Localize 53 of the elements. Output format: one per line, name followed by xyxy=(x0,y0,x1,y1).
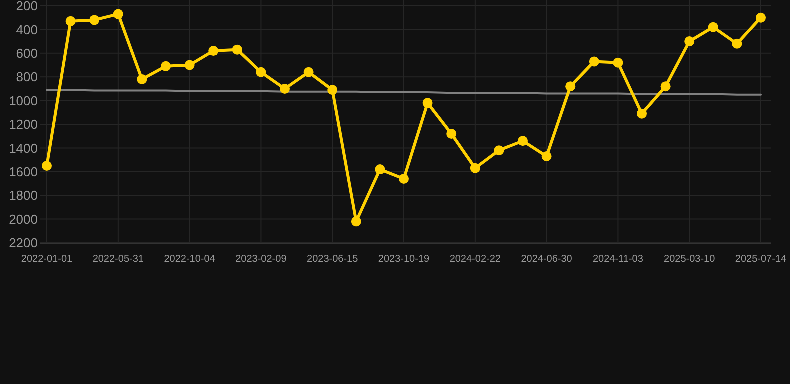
x-tick-label: 2024-02-22 xyxy=(450,254,502,265)
point xyxy=(422,98,433,108)
point xyxy=(399,174,409,184)
point xyxy=(470,163,480,174)
point xyxy=(637,108,647,119)
point xyxy=(684,36,695,47)
point xyxy=(113,9,124,20)
x-tick-label: 2022-01-01 xyxy=(21,254,74,265)
point xyxy=(756,12,766,23)
x-tick-label: 2024-06-30 xyxy=(521,254,573,265)
point xyxy=(184,60,195,70)
y-tick-label: 1600 xyxy=(9,164,38,180)
y-tick-label: 1400 xyxy=(9,140,38,156)
point xyxy=(208,46,219,56)
y-tick-label: 800 xyxy=(16,70,38,85)
y-tick-label: 2200 xyxy=(9,236,38,251)
y-tick-label: 1800 xyxy=(9,188,38,204)
y-tick-label: 2000 xyxy=(9,212,38,227)
point xyxy=(66,16,76,26)
point xyxy=(280,84,290,94)
point xyxy=(375,164,386,175)
y-tick-label: 200 xyxy=(16,0,38,14)
x-tick-label: 2025-03-10 xyxy=(664,254,716,265)
point xyxy=(613,58,624,68)
point xyxy=(137,74,148,84)
point xyxy=(351,216,362,227)
x-tick-label: 2022-05-31 xyxy=(92,254,144,265)
point xyxy=(566,82,576,92)
point xyxy=(232,44,242,55)
point xyxy=(304,67,314,78)
point xyxy=(161,61,171,72)
x-tick-label: 2025-07-14 xyxy=(735,254,788,265)
point xyxy=(542,151,552,162)
x-tick-label: 2023-02-09 xyxy=(236,254,288,265)
point xyxy=(660,82,671,92)
y-tick-label: 1000 xyxy=(9,93,38,108)
x-tick-label: 2023-06-15 xyxy=(307,254,359,265)
x-tick-label: 2024-11-03 xyxy=(592,254,644,265)
point xyxy=(708,22,718,32)
point xyxy=(494,146,504,156)
point xyxy=(328,85,338,96)
y-tick-label: 1200 xyxy=(9,117,38,132)
point xyxy=(518,136,528,146)
point xyxy=(446,128,457,139)
point xyxy=(256,67,266,78)
x-tick-label: 2023-10-19 xyxy=(378,254,430,265)
y-tick-label: 400 xyxy=(16,22,38,38)
point xyxy=(589,56,600,67)
point xyxy=(42,160,52,171)
y-tick-label: 600 xyxy=(16,46,38,61)
point xyxy=(90,15,100,26)
x-tick-label: 2022-10-04 xyxy=(164,254,216,265)
point xyxy=(732,38,742,49)
